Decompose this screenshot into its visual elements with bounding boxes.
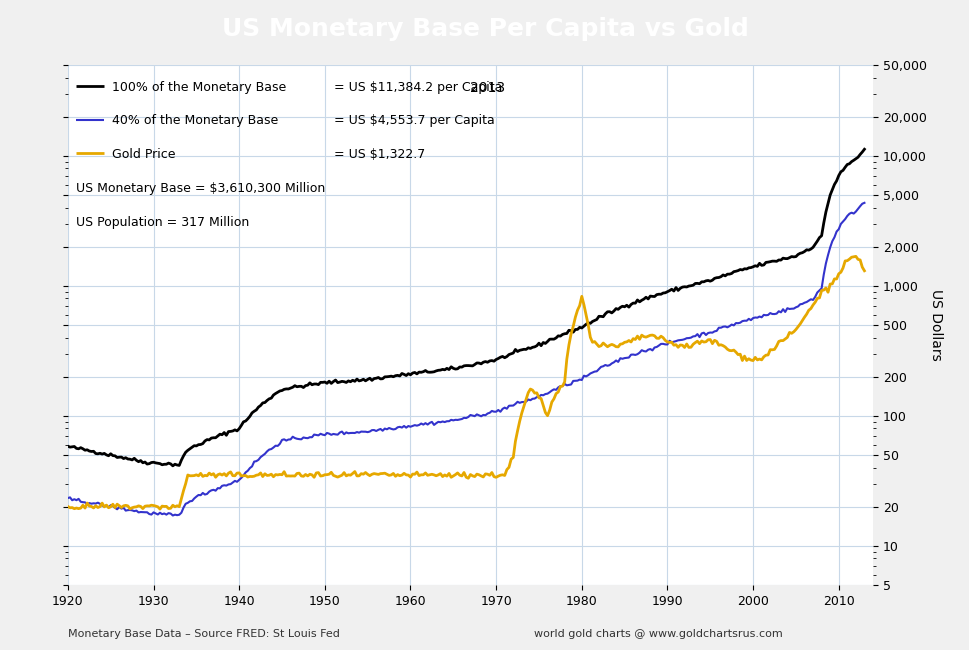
Text: US Monetary Base Per Capita vs Gold: US Monetary Base Per Capita vs Gold bbox=[221, 18, 748, 41]
Text: Monetary Base Data – Source FRED: St Louis Fed: Monetary Base Data – Source FRED: St Lou… bbox=[68, 629, 339, 639]
Text: 40% of the Monetary Base: 40% of the Monetary Base bbox=[112, 114, 278, 127]
Text: 100% of the Monetary Base: 100% of the Monetary Base bbox=[112, 81, 286, 94]
Text: = US $4,553.7 per Capita: = US $4,553.7 per Capita bbox=[333, 114, 494, 127]
Text: = US $11,384.2 per Capita: = US $11,384.2 per Capita bbox=[333, 81, 501, 94]
Text: US Monetary Base = $3,610,300 Million: US Monetary Base = $3,610,300 Million bbox=[76, 182, 325, 195]
Text: = US $1,322.7: = US $1,322.7 bbox=[333, 148, 424, 161]
Text: 2013: 2013 bbox=[470, 81, 505, 95]
Y-axis label: US Dollars: US Dollars bbox=[928, 289, 943, 361]
Text: Gold Price: Gold Price bbox=[112, 148, 175, 161]
Text: US Population = 317 Million: US Population = 317 Million bbox=[76, 216, 249, 229]
Text: world gold charts @ www.goldchartsrus.com: world gold charts @ www.goldchartsrus.co… bbox=[533, 629, 781, 639]
